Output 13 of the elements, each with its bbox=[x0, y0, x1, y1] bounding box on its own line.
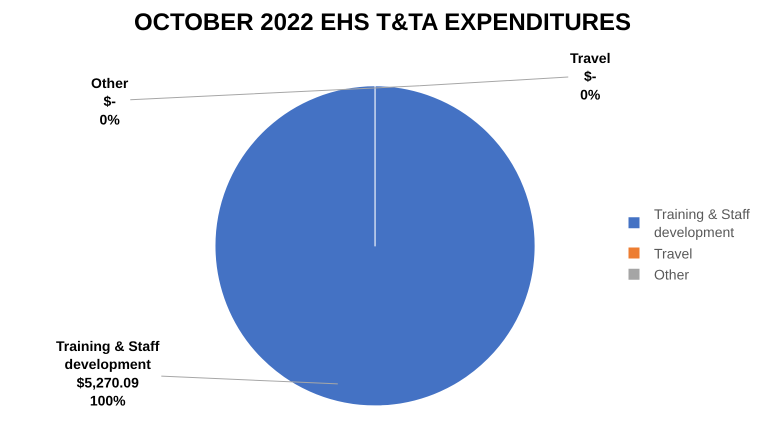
text: $- bbox=[584, 68, 596, 84]
text: 0% bbox=[580, 86, 601, 102]
slice-label: Training & Staff development bbox=[56, 338, 160, 372]
category-label: Other bbox=[91, 75, 128, 91]
legend-label: Travel bbox=[654, 245, 692, 262]
data-label: $5,270.09 bbox=[76, 374, 140, 390]
legend-label: Other bbox=[654, 266, 690, 283]
text: $- bbox=[103, 93, 116, 110]
text: 0% bbox=[100, 111, 120, 128]
legend-label: Training & Staff development bbox=[654, 206, 750, 240]
chart-title: OCTOBER 2022 EHS T&TA EXPENDITURES bbox=[134, 8, 631, 36]
text: 100% bbox=[90, 392, 126, 409]
category-label: Travel bbox=[570, 50, 610, 66]
